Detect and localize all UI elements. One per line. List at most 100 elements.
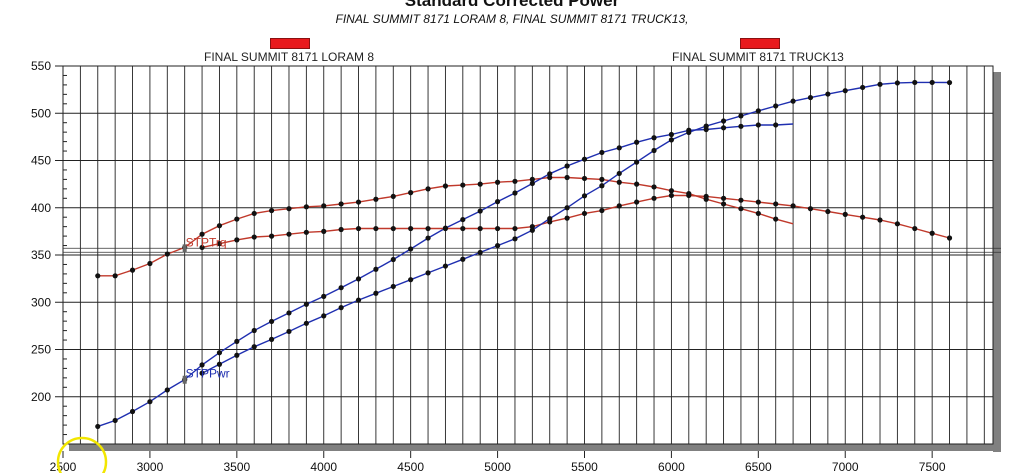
data-point-stptrq	[216, 241, 223, 247]
data-point-stptrq	[355, 225, 362, 232]
cursor-marker	[182, 244, 187, 253]
y-tick-label: 200	[31, 390, 51, 404]
annotation-stptrq: STPTrq	[186, 235, 227, 249]
data-point-stptrq	[338, 226, 344, 233]
data-point-stppwr	[286, 310, 292, 316]
data-point-stptrq	[825, 208, 831, 215]
data-point-stptrq	[425, 225, 431, 232]
data-point-stppwr	[807, 94, 814, 101]
data-point-stppwr	[581, 156, 588, 162]
data-point-stptrq	[720, 201, 727, 207]
data-point-stptrq	[460, 182, 466, 188]
data-point-stptrq	[460, 225, 466, 232]
y-tick-label: 500	[31, 106, 51, 120]
data-point-stptrq	[251, 210, 257, 217]
data-point-stptrq	[720, 195, 727, 201]
data-point-stptrq	[651, 184, 657, 190]
data-point-stppwr	[894, 80, 900, 86]
data-point-stppwr	[912, 79, 918, 86]
x-tick-label: 4000	[310, 460, 337, 473]
x-tick-label: 5000	[484, 460, 511, 473]
data-point-stppwr	[634, 139, 640, 145]
y-tick-label: 550	[31, 59, 51, 73]
data-point-stppwr	[599, 149, 605, 156]
data-point-stptrq	[686, 192, 692, 199]
data-point-stptrq	[268, 233, 275, 239]
data-point-stptrq	[425, 186, 431, 192]
data-point-stptrq	[251, 234, 257, 240]
data-point-stppwr	[703, 123, 709, 129]
data-point-stptrq	[877, 217, 883, 223]
legend-label-truck13: FINAL SUMMIT 8171 TRUCK13	[672, 50, 844, 64]
data-point-stppwr	[303, 301, 309, 307]
data-point-stptrq	[442, 183, 449, 189]
cursor-highlight-circle	[56, 436, 108, 473]
data-point-stppwr	[199, 370, 205, 376]
data-point-stppwr	[755, 108, 761, 114]
data-point-stppwr	[164, 387, 170, 393]
data-point-stppwr	[390, 256, 396, 263]
x-tick-label: 6000	[658, 460, 685, 473]
data-point-stptrq	[355, 199, 362, 205]
data-point-stptrq	[790, 203, 796, 209]
data-point-stppwr	[147, 399, 153, 405]
data-point-stppwr	[425, 235, 431, 241]
data-point-stptrq	[286, 231, 292, 237]
data-point-stptrq	[408, 190, 414, 196]
data-point-stppwr	[216, 361, 223, 367]
data-point-stptrq	[338, 201, 344, 207]
legend-swatch-loram8	[270, 38, 310, 49]
data-point-stppwr	[95, 423, 101, 430]
data-point-stppwr	[773, 103, 779, 109]
x-tick-label: 5500	[571, 460, 598, 473]
data-point-stptrq	[564, 174, 570, 181]
data-point-stppwr	[581, 193, 588, 199]
series-line-stppwr-1	[201, 81, 950, 374]
x-tick-label: 2500	[50, 460, 77, 473]
data-point-stppwr	[338, 285, 344, 291]
data-point-stppwr	[720, 125, 727, 131]
data-point-stppwr	[408, 246, 414, 252]
data-point-stppwr	[216, 350, 223, 356]
data-point-stppwr	[616, 170, 622, 177]
data-point-stptrq	[738, 206, 744, 212]
series-line-stptrq-1	[201, 194, 950, 249]
data-point-stptrq	[634, 199, 640, 205]
data-point-stppwr	[112, 417, 118, 424]
x-tick-label: 7000	[832, 460, 859, 473]
data-point-stptrq	[321, 203, 327, 209]
data-point-stptrq	[234, 216, 240, 222]
data-point-stptrq	[442, 225, 449, 232]
data-point-stptrq	[390, 193, 396, 200]
data-point-stppwr	[251, 327, 257, 334]
data-point-stppwr	[442, 263, 449, 269]
data-point-stptrq	[581, 175, 588, 182]
data-point-stptrq	[234, 237, 240, 243]
data-point-stptrq	[373, 196, 379, 202]
data-point-stptrq	[651, 195, 657, 201]
data-point-stppwr	[129, 408, 136, 415]
data-point-stppwr	[460, 256, 466, 262]
data-point-stptrq	[842, 211, 848, 217]
data-point-stptrq	[738, 197, 744, 203]
cursor-marker	[182, 375, 187, 384]
data-point-stppwr	[877, 81, 883, 87]
data-point-stptrq	[668, 192, 675, 199]
data-point-stptrq	[216, 223, 223, 229]
data-point-stptrq	[390, 225, 396, 232]
data-point-stptrq	[564, 215, 570, 221]
data-point-stptrq	[477, 225, 483, 232]
data-point-stppwr	[599, 183, 605, 189]
legend-swatch-truck13	[740, 38, 780, 49]
data-point-stptrq	[929, 230, 935, 236]
data-point-stppwr	[651, 147, 657, 154]
data-point-stppwr	[460, 216, 466, 223]
data-point-stppwr	[634, 159, 640, 165]
data-point-stppwr	[286, 328, 292, 335]
data-point-stppwr	[234, 352, 240, 358]
y-tick-label: 350	[31, 248, 51, 262]
data-point-stppwr	[494, 199, 501, 205]
data-point-stptrq	[164, 251, 170, 257]
data-point-stppwr	[616, 145, 622, 151]
